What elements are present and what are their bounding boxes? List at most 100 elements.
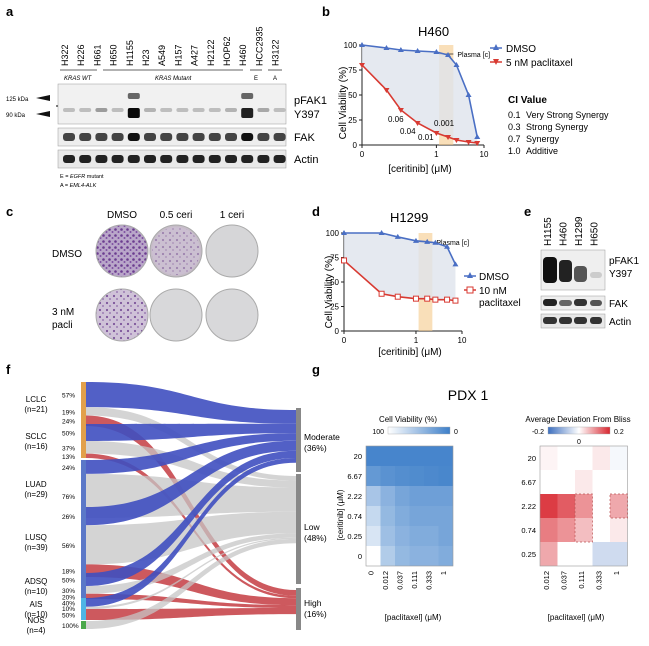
heat-left-xlabel: [paclitaxel] (μM) [385, 613, 442, 622]
heat-cell-viability [380, 526, 395, 546]
ci-annotation-0: 0.06 [388, 115, 404, 124]
sankey-right-name-0: Moderate [304, 432, 340, 442]
heat-cell-bliss [540, 446, 558, 470]
lane-label-h226: H226 [76, 44, 86, 66]
sankey-left-pct-1-2: 13% [62, 454, 75, 461]
sankey-left-pct-5-0: 40% [62, 600, 75, 607]
heat-right-ytick-4: 0.25 [521, 550, 536, 559]
heat-cell-viability [438, 526, 453, 546]
sankey-flow [86, 407, 296, 481]
heatmap-viability: 20 6.67 2.22 0.74 0.25 0 0 0.012 0.037 0.111 0.333… [347, 445, 454, 590]
heat-left-ytick-3: 0.74 [347, 512, 362, 521]
sankey-left-pct-4-0: 50% [62, 578, 75, 585]
pfak-band [176, 108, 189, 112]
heat-cell-viability [366, 506, 381, 526]
chart-b-xlabel: [ceritinib] (μM) [388, 164, 452, 175]
sankey-left-n-1: (n=16) [24, 442, 48, 451]
colony-well-dmso-05-spots [152, 227, 200, 275]
pfak-band-upper [241, 93, 254, 99]
sankey-left-pct-5-1: 10% [62, 606, 75, 613]
sankey-flow [86, 457, 296, 607]
y-tick-label-50: 50 [348, 91, 357, 100]
heat-cell-bliss [592, 518, 610, 542]
heatmap-bliss: 20 6.67 2.22 0.74 0.25 0.012 0.037 0.111 0.333 1 [521, 445, 628, 590]
fak-band [111, 133, 124, 141]
y-tick-label-25: 25 [348, 116, 357, 125]
point-dmso [359, 42, 365, 47]
heat-cell-bliss [575, 518, 593, 542]
heat-cell-viability [409, 446, 424, 466]
fak-band [241, 133, 254, 141]
point-pacli [359, 63, 365, 68]
band-label-fak-a: FAK [294, 132, 315, 144]
point-dmso [378, 230, 385, 235]
heat-left-ytick-2: 2.22 [347, 492, 362, 501]
chart-b-legend: DMSO 5 nM paclitaxel [490, 44, 573, 69]
sankey-left-pct-0-0: 57% [62, 393, 75, 400]
sankey-left-name-3: LUSQ [25, 533, 47, 542]
sankey-flow [86, 450, 296, 586]
colony-col-dmso: DMSO [107, 210, 137, 221]
sankey-node-low [296, 474, 301, 584]
sankey-flow [86, 511, 296, 565]
heat-left-colorbar [387, 426, 451, 435]
lane-label-h322: H322 [60, 44, 70, 66]
group-e: E [254, 76, 258, 82]
pfak-band [257, 108, 270, 112]
heat-cell-viability [395, 506, 410, 526]
chart-d-ylabel: Cell Viability (%) [324, 256, 335, 329]
heat-left-scale-max: 100 [372, 429, 384, 436]
x-tick-label-10: 10 [480, 150, 489, 159]
heat-right-highlight [609, 493, 628, 519]
heat-left-xtick-2: 0.037 [395, 571, 404, 590]
heat-right-scale-max: 0.2 [614, 429, 624, 436]
sankey-left-n-6: (n=4) [27, 626, 46, 635]
heat-left-ytick-5: 0 [358, 552, 362, 561]
footnote-e: E = EGFR mutant [60, 174, 104, 180]
sankey-left-pct-5-2: 50% [62, 613, 75, 620]
heat-cell-bliss [540, 518, 558, 542]
heat-cell-bliss [540, 494, 558, 518]
point-pacli [414, 121, 421, 126]
sankey-left-n-2: (n=29) [24, 490, 48, 499]
heat-cell-viability [366, 546, 381, 566]
sankey-left-pct-1-1: 37% [62, 445, 75, 452]
point-pacli [452, 297, 459, 304]
fak-bands-e [543, 299, 602, 306]
sankey-flow [86, 593, 296, 609]
ci-annotation-3: 0.001 [434, 119, 455, 128]
lane-label-e-h1299: H1299 [574, 216, 585, 246]
heat-left-ytick-4: 0.25 [347, 532, 362, 541]
synergy-area [344, 233, 456, 301]
chart-b: Plasma [c] 0 25 50 75 100 0 1 10 0.06 0.040.010.00… [344, 41, 490, 159]
legend-d-dmso: DMSO [479, 272, 509, 283]
sankey-left-pct-3-2: 18% [62, 569, 75, 576]
point-dmso [433, 49, 440, 54]
sankey-node-left-4 [81, 573, 86, 599]
heat-cell-viability [424, 506, 439, 526]
sankey-node-left-2 [81, 460, 86, 518]
band-label-actin-a: Actin [294, 154, 318, 166]
sankey-left-name-4: ADSQ [25, 577, 48, 586]
sankey-left-name-5: AIS [30, 600, 43, 609]
point-dmso [474, 134, 481, 139]
pfak-band [127, 108, 140, 118]
heat-cell-bliss [610, 494, 628, 518]
heat-cell-bliss [557, 542, 575, 566]
fak-band [63, 133, 75, 141]
plasma-label: Plasma [c] [436, 240, 469, 247]
lane-label-h1155: H1155 [125, 40, 135, 66]
heat-left-xtick-0: 0 [366, 571, 375, 575]
lane-label-h3122: H3122 [271, 39, 281, 66]
heat-right-xlabel: [paclitaxel] (μM) [548, 613, 605, 622]
ci-title: CI Value [508, 95, 547, 106]
panel-letter-e: e [524, 204, 531, 219]
point-dmso [452, 261, 459, 267]
lane-label-e-h1155: H1155 [543, 217, 554, 246]
colony-well-dmso-dmso [95, 224, 149, 278]
sankey-left-n-0: (n=21) [24, 405, 48, 414]
pfak-band [273, 108, 286, 112]
actin-band [192, 155, 205, 163]
colony-row-pacli-2: pacli [52, 320, 73, 331]
heat-cell-viability [424, 526, 439, 546]
